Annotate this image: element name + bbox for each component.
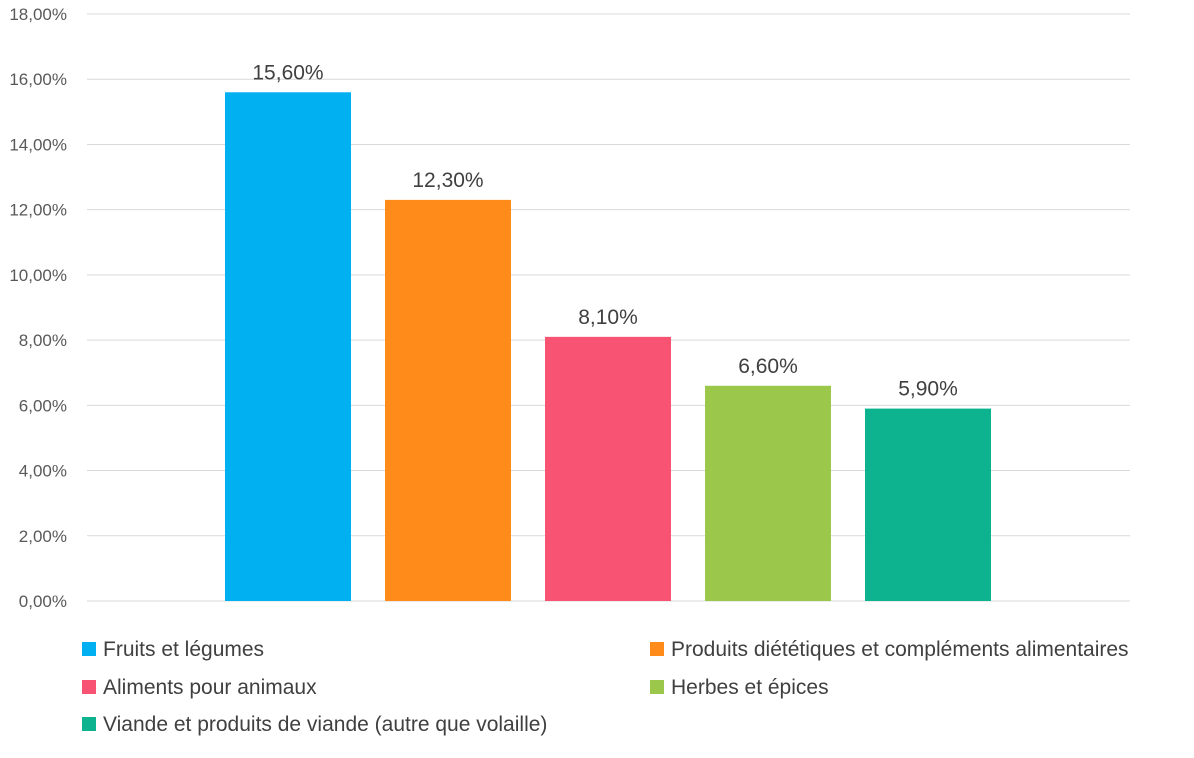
y-axis-tick-labels: 0,00% 2,00% 4,00% 6,00% 8,00% 10,00% 12,00% 14,… [9, 5, 67, 611]
bar [385, 199, 511, 601]
data-label: 8,10% [578, 306, 638, 329]
legend: Fruits et légumes Produits diététiques et… [82, 638, 1129, 736]
legend-swatch [82, 680, 96, 694]
y-tick-label: 18,00% [9, 5, 67, 24]
legend-label: Aliments pour animaux [103, 676, 317, 699]
legend-item: Produits diététiques et compléments alim… [650, 638, 1129, 661]
legend-item: Fruits et légumes [82, 638, 264, 661]
legend-item: Herbes et épices [650, 676, 829, 699]
legend-label: Herbes et épices [671, 676, 829, 699]
y-tick-label: 2,00% [19, 527, 67, 546]
bars [225, 92, 991, 602]
y-tick-label: 10,00% [9, 266, 67, 285]
y-tick-label: 4,00% [19, 462, 67, 481]
y-tick-label: 16,00% [9, 70, 67, 89]
y-tick-label: 0,00% [19, 592, 67, 611]
bar [705, 385, 831, 601]
data-labels: 15,60% 12,30% 8,10% 6,60% 5,90% [252, 61, 957, 400]
legend-item: Aliments pour animaux [82, 676, 317, 699]
y-tick-label: 8,00% [19, 331, 67, 350]
legend-swatch [82, 717, 96, 731]
y-tick-label: 12,00% [9, 201, 67, 220]
bar [865, 408, 991, 601]
legend-swatch [650, 680, 664, 694]
data-label: 6,60% [738, 355, 798, 378]
y-tick-label: 14,00% [9, 135, 67, 154]
data-label: 15,60% [252, 61, 323, 84]
data-label: 12,30% [412, 169, 483, 192]
data-label: 5,90% [898, 378, 958, 401]
legend-swatch [82, 642, 96, 656]
bar [225, 92, 351, 602]
y-tick-label: 6,00% [19, 396, 67, 415]
legend-swatch [650, 642, 664, 656]
legend-label: Produits diététiques et compléments alim… [671, 638, 1129, 661]
legend-label: Fruits et légumes [103, 638, 264, 661]
legend-label: Viande et produits de viande (autre que … [103, 713, 547, 736]
bar [545, 336, 671, 601]
legend-item: Viande et produits de viande (autre que … [82, 713, 547, 736]
